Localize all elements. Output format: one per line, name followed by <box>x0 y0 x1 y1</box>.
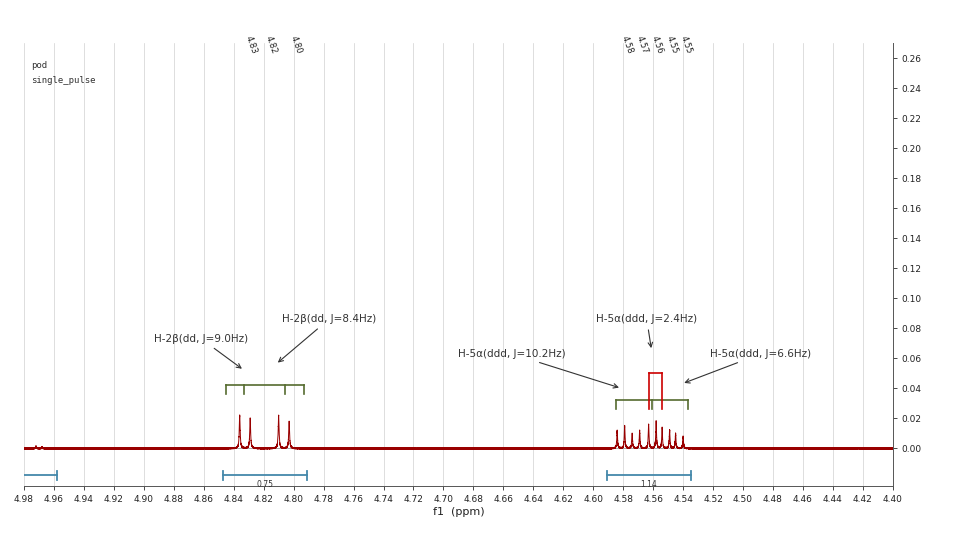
Text: H-2β(dd, J=9.0Hz): H-2β(dd, J=9.0Hz) <box>155 334 249 368</box>
Text: 4.56: 4.56 <box>650 35 665 55</box>
Text: H-2β(dd, J=8.4Hz): H-2β(dd, J=8.4Hz) <box>278 314 376 362</box>
Text: 4.57: 4.57 <box>636 35 650 55</box>
Text: 4.80: 4.80 <box>289 35 304 55</box>
Text: 4.82: 4.82 <box>264 35 278 55</box>
Text: 1.14: 1.14 <box>640 480 657 489</box>
Text: 4.55: 4.55 <box>665 35 680 55</box>
Text: 4.58: 4.58 <box>620 35 635 55</box>
Text: 4.83: 4.83 <box>244 35 259 55</box>
Text: H-5α(ddd, J=6.6Hz): H-5α(ddd, J=6.6Hz) <box>685 349 811 383</box>
Text: H-5α(ddd, J=10.2Hz): H-5α(ddd, J=10.2Hz) <box>459 349 618 388</box>
Text: H-5α(ddd, J=2.4Hz): H-5α(ddd, J=2.4Hz) <box>596 314 697 347</box>
Text: 4.55: 4.55 <box>679 35 693 55</box>
Text: 0.75: 0.75 <box>256 480 274 489</box>
X-axis label: f1  (ppm): f1 (ppm) <box>433 507 484 517</box>
Text: pod: pod <box>32 61 48 70</box>
Text: single_pulse: single_pulse <box>32 76 96 85</box>
